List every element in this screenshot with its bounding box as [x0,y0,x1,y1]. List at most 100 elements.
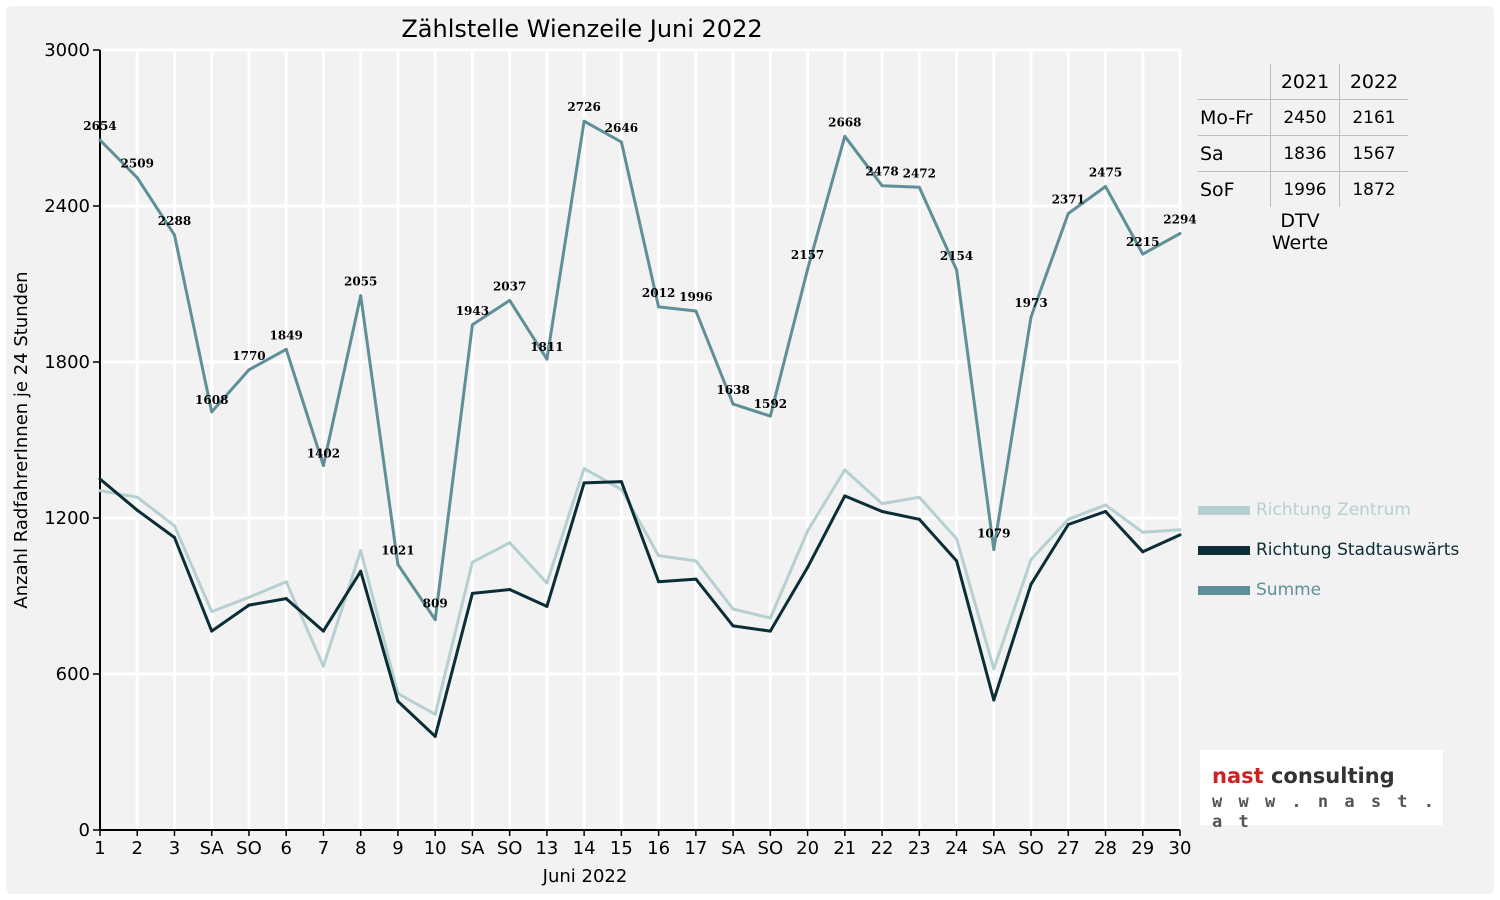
series-point-2 [806,565,810,569]
x-tick-label: 20 [796,838,819,859]
legend-item-stadtauswaerts: Richtung Stadtauswärts [1198,530,1459,570]
series-point-3 [1029,315,1033,319]
x-tick-label: 9 [392,838,403,859]
logo-word-nast: nast [1212,764,1264,788]
x-tick-label: 14 [573,838,596,859]
x-tick-label: 23 [908,838,931,859]
data-label: 1402 [307,446,340,460]
x-tick-label: SA [721,838,746,859]
series-point-2 [98,477,102,481]
legend-swatch [1198,585,1250,595]
series-point-1 [247,595,251,599]
data-label: 809 [423,597,448,611]
x-tick-label: 22 [871,838,894,859]
data-label: 1592 [754,397,787,411]
series-point-2 [135,508,139,512]
series-point-3 [619,140,623,144]
series-point-2 [284,597,288,601]
data-label: 1996 [679,290,712,304]
series-point-1 [917,495,921,499]
dtv-cell: 1996 [1270,171,1340,207]
series-point-3 [396,563,400,567]
series-point-2 [768,629,772,633]
dtv-caption: DTV Werte [1271,210,1329,254]
series-point-3 [433,618,437,622]
x-tick-label: 27 [1057,838,1080,859]
x-tick-label: SO [236,838,262,859]
series-point-1 [768,616,772,620]
series-line-3 [98,119,1181,622]
x-tick-label: 28 [1094,838,1117,859]
data-label: 2055 [344,275,377,289]
series-point-1 [657,554,661,558]
series-point-3 [1141,252,1145,256]
x-tick-label: SA [982,838,1007,859]
series-point-3 [992,547,996,551]
series-point-2 [731,624,735,628]
series-point-3 [470,323,474,327]
series-point-2 [359,569,363,573]
series-point-1 [619,487,623,491]
dtv-row-label: SoF [1198,171,1271,207]
series-point-1 [433,712,437,716]
x-tick-label: 7 [318,838,329,859]
series-lines [98,119,1182,738]
y-tick-label: 2400 [44,196,90,217]
series-point-2 [880,510,884,513]
series-point-1 [582,467,586,471]
data-label: 2726 [567,100,600,114]
series-point-2 [917,517,921,521]
y-axis-label: Anzahl RadfahrerInnen je 24 Stunden [11,271,32,608]
series-point-2 [508,588,512,591]
series-line-1 [99,467,1181,716]
series-point-1 [1104,503,1108,507]
series-point-2 [1178,533,1182,537]
dtv-cell: 1872 [1339,171,1408,207]
data-label: 1079 [977,526,1010,540]
x-tick-label: 29 [1131,838,1154,859]
data-label: 2472 [903,166,936,180]
series-point-1 [135,495,139,499]
series-point-2 [992,698,996,702]
y-tick-label: 1800 [44,352,90,373]
data-label: 1021 [381,544,414,558]
series-point-2 [619,480,623,484]
series-point-1 [210,610,214,614]
dtv-row-label: Sa [1198,135,1271,172]
data-label: 2478 [865,165,898,179]
series-point-2 [433,734,437,738]
legend-label: Richtung Zentrum [1256,500,1411,520]
dtv-cell: 2161 [1339,99,1408,136]
x-tick-label: SA [200,838,225,859]
series-point-3 [321,463,325,467]
series-point-1 [1029,558,1033,562]
series-point-1 [1178,528,1182,532]
data-label: 2157 [791,248,824,262]
series-point-2 [396,699,400,703]
series-point-1 [992,667,996,671]
series-point-2 [1066,523,1070,526]
company-logo: nast consulting w w w . n a s t . a t [1200,750,1443,832]
series-point-3 [694,309,698,313]
data-label: 1638 [716,383,749,397]
x-tick-label: 24 [945,838,968,859]
series-point-2 [582,481,586,485]
dtv-cell: 1836 [1270,135,1340,172]
legend-item-summe: Summe [1198,570,1459,610]
data-label: 2668 [828,115,861,129]
legend: Richtung Zentrum Richtung Stadtauswärts … [1198,490,1459,610]
series-point-3 [545,357,549,361]
series-point-2 [1029,582,1033,586]
data-label: 1973 [1014,296,1047,310]
series-point-1 [172,524,176,528]
series-point-1 [98,489,102,493]
series-point-2 [470,591,474,595]
series-point-2 [247,603,251,607]
x-tick-label: 1 [94,838,105,859]
legend-item-zentrum: Richtung Zentrum [1198,490,1459,530]
x-tick-label: 8 [355,838,366,859]
series-point-1 [806,529,810,533]
data-label: 2371 [1052,193,1085,207]
